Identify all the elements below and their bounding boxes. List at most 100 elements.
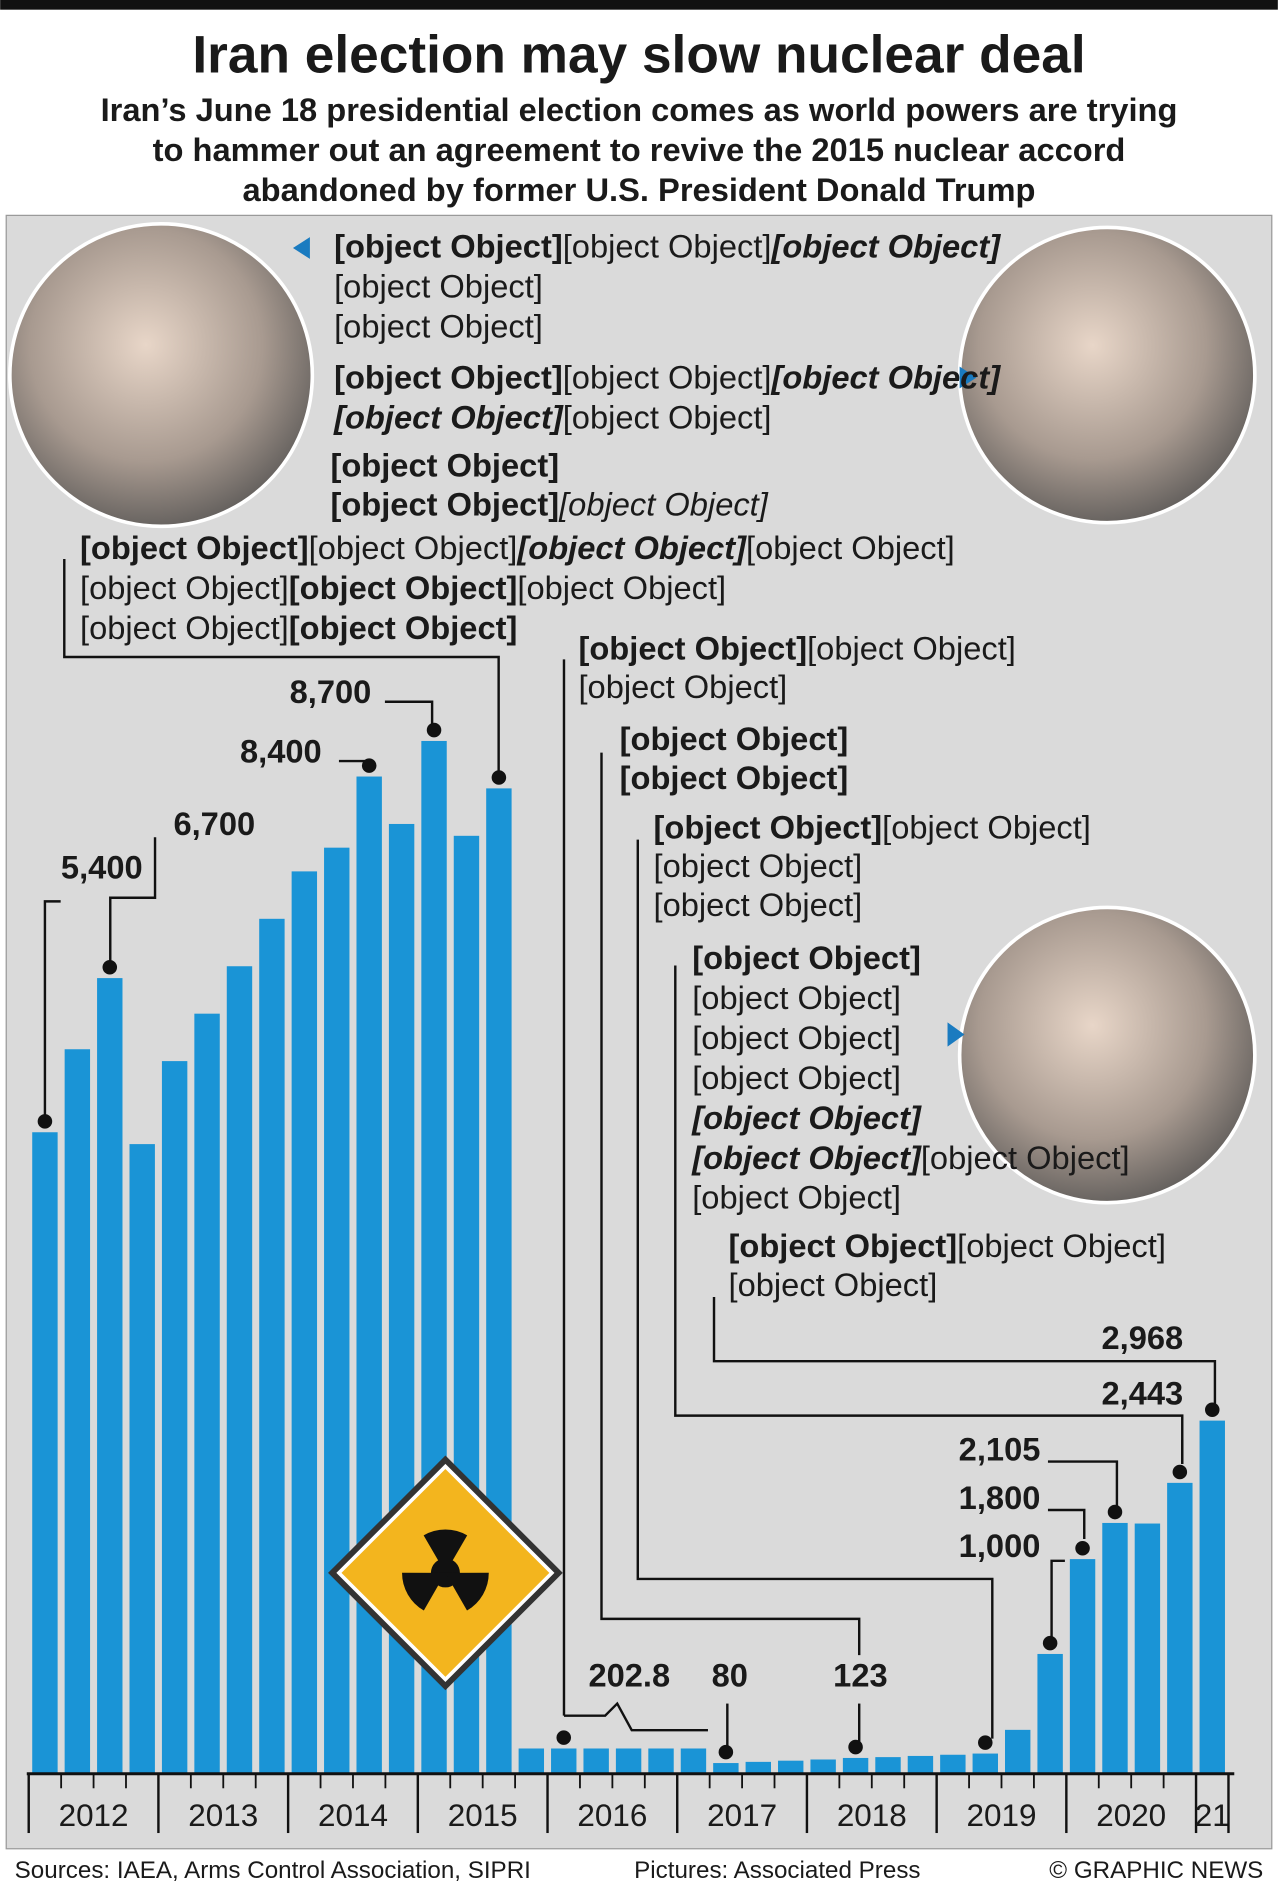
bar [875,1757,901,1773]
leader-line [712,1297,1198,1363]
annotation-line: [object Object][object Object] [729,1227,1166,1264]
leader-dot [1042,1635,1058,1651]
text-run: [object Object] [692,939,921,976]
value-label: 123 [833,1657,888,1694]
bar [356,776,382,1773]
leader-line [600,752,861,1656]
value-label: 8,400 [240,732,322,769]
annotation-line: [object Object] [692,1059,901,1096]
text-run: [object Object] [692,1019,901,1056]
annotation-line: [object Object] [654,847,863,884]
bar [32,1132,58,1773]
chart-title-line: [object Object] [330,447,559,484]
subtitle-line: Iran’s June 18 presidential election com… [101,91,1178,128]
value-label: 202.8 [588,1657,670,1694]
photo-rouhani [8,222,315,529]
value-label: 8,700 [290,673,372,710]
text-run: [object Object] [882,808,1091,845]
value-label: 1,000 [959,1527,1041,1564]
bar [161,1061,188,1773]
annotations: [object Object][object Object][object Ob… [80,228,1166,1303]
bar [97,978,123,1773]
label-leader [1047,1508,1086,1540]
text-run: [object Object] [620,720,849,757]
leader-dot [37,1114,53,1129]
leader-dot [718,1744,734,1760]
text-run: [object Object] [579,629,808,666]
text-run: [object Object] [921,1139,1130,1176]
value-label: 5,400 [61,848,143,885]
label-leader [384,700,434,726]
text-run: [object Object] [563,398,772,435]
text-run: [object Object] [654,808,883,845]
bar [1037,1653,1063,1773]
annotation-line: [object Object] [729,1266,938,1303]
text-run: [object Object] [330,447,559,484]
text-run: [object Object] [654,847,863,884]
annotation-line: [object Object] [691,1099,922,1136]
text-run: [object Object] [516,529,747,566]
text-run: [object Object] [563,358,772,395]
annotation-line: [object Object][object Object] [691,1139,1129,1176]
bar [129,1144,155,1773]
x-tick-label: 2019 [967,1798,1037,1833]
x-tick-label: 2014 [318,1798,388,1833]
credit: © GRAPHIC NEWS [1049,1857,1263,1884]
leader-dot [102,959,118,975]
label-leader [1047,1460,1119,1507]
bar [745,1761,772,1773]
text-run: [object Object] [729,1227,958,1264]
value-label: 6,700 [173,805,255,842]
bar [842,1757,869,1773]
value-label: 2,443 [1101,1375,1183,1412]
x-tick-label: 2017 [707,1798,777,1833]
text-run: [object Object] [334,358,563,395]
leader-dot [1172,1464,1188,1480]
text-run: [object Object] [80,529,309,566]
annotation-line: [object Object] [692,1019,901,1056]
annotation-line: [object Object] [334,268,543,305]
text-run: [object Object] [692,1179,901,1216]
leader-dot [1107,1504,1123,1520]
x-tick-label: 2013 [188,1798,258,1833]
text-run: [object Object] [729,1266,938,1303]
text-run: [object Object] [654,886,863,923]
bar [324,847,350,1773]
text-run: [object Object] [558,485,769,522]
text-run: [object Object] [80,569,289,606]
annotation-line: [object Object] [620,759,849,796]
annotation-line: [object Object][object Object][object Ob… [80,569,726,606]
bar [64,1049,91,1773]
bar [551,1748,577,1773]
title: Iran election may slow nuclear deal [192,26,1085,85]
leader-dot [1075,1540,1090,1556]
bar [713,1763,739,1773]
text-run: [object Object] [334,228,563,265]
pictures-credit: Pictures: Associated Press [634,1857,920,1884]
text-run: [object Object] [957,1227,1166,1264]
x-tick-label: 2016 [577,1798,647,1833]
subtitle-line: abandoned by former U.S. President Donal… [243,171,1036,208]
text-run: [object Object] [770,228,1001,265]
value-label: 80 [712,1657,748,1694]
bar [615,1748,642,1773]
leader-dot [491,770,507,785]
bar [972,1753,998,1773]
text-run: [object Object] [517,569,726,606]
label-leader [1050,1559,1065,1640]
annotation-line: [object Object] [654,886,863,923]
annotation-line: [object Object] [579,668,788,705]
label-leader [109,837,157,964]
x-tick-label: 2018 [837,1798,907,1833]
value-label: 1,800 [959,1479,1041,1516]
bar [778,1760,804,1773]
leader-dot [361,758,377,773]
text-run: [object Object] [692,979,901,1016]
pointer [959,366,977,389]
leader-dot [426,722,442,738]
text-run: [object Object] [334,268,543,305]
annotation-line: [object Object][object Object] [579,629,1016,666]
annotation-line: [object Object][object Object] [654,808,1091,845]
